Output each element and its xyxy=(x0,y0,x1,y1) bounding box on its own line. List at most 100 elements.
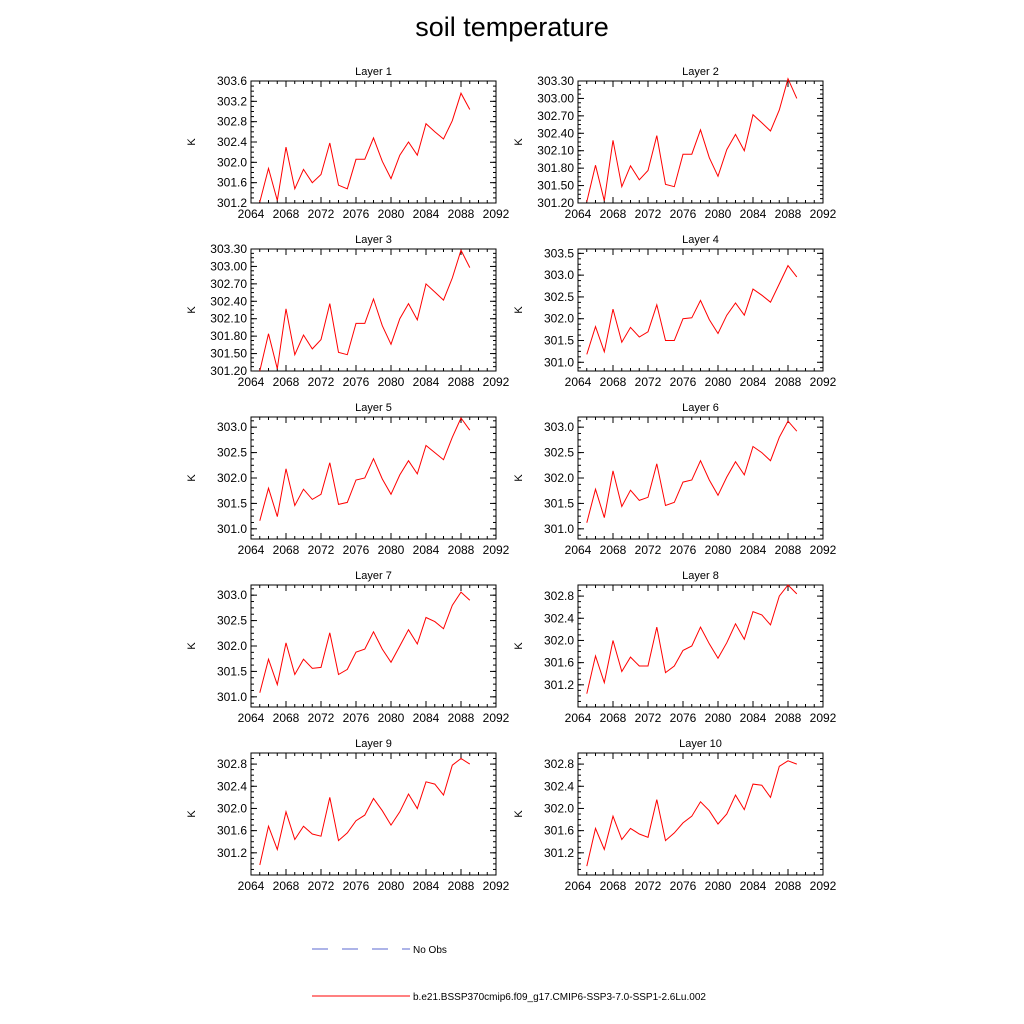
y-tick-label: 302.5 xyxy=(544,446,574,460)
panel-layer-1: Layer 1 K 301.2 301.6 302.0 302.4 302.8 303.2 30… xyxy=(186,66,510,221)
y-tick-label: 302.40 xyxy=(210,294,247,308)
y-tick-label: 303.00 xyxy=(210,259,247,273)
panel-layer-9: Layer 9 K 301.2 301.6 302.0 302.4 302.8 2064 206… xyxy=(186,738,510,893)
y-tick-label: 303.30 xyxy=(210,242,247,256)
x-tick-label: 2068 xyxy=(600,879,627,893)
x-tick-label: 2064 xyxy=(238,711,265,725)
panel-layer-2: Layer 2 K 301.20 301.50 301.80 302.10 302.40 30… xyxy=(513,66,837,221)
y-tick-label: 302.10 xyxy=(210,312,247,326)
y-tick-label: 302.0 xyxy=(217,155,247,169)
x-tick-label: 2084 xyxy=(740,207,767,221)
x-tick-label: 2072 xyxy=(635,711,662,725)
y-tick-label: 302.0 xyxy=(544,312,574,326)
x-tick-label: 2064 xyxy=(565,543,592,557)
y-tick-label: 301.6 xyxy=(217,824,247,838)
y-tick-label: 302.0 xyxy=(217,639,247,653)
y-tick-label: 301.5 xyxy=(217,664,247,678)
x-tick-label: 2080 xyxy=(705,879,732,893)
x-tick-label: 2072 xyxy=(635,207,662,221)
panel-title: Layer 1 xyxy=(355,66,392,78)
y-tick-label: 301.5 xyxy=(544,496,574,510)
plot-frame xyxy=(250,248,497,372)
y-tick-label: 301.80 xyxy=(210,329,247,343)
y-tick-label: 302.70 xyxy=(537,109,574,123)
x-tick-label: 2084 xyxy=(413,711,440,725)
x-tick-label: 2072 xyxy=(635,543,662,557)
plot-frame xyxy=(577,752,824,876)
panel-layer-8: Layer 8 K 301.2 301.6 302.0 302.4 302.8 2064 206… xyxy=(513,570,837,725)
x-tick-label: 2080 xyxy=(378,375,405,389)
y-tick-label: 302.8 xyxy=(544,589,574,603)
y-tick-label: 302.0 xyxy=(217,801,247,815)
y-tick-label: 302.5 xyxy=(544,290,574,304)
y-tick-label: 303.00 xyxy=(537,91,574,105)
legend-model-label: b.e21.BSSP370cmip6.f09_g17.CMIP6-SSP3-7.… xyxy=(413,992,706,1003)
y-tick-label: 302.4 xyxy=(217,779,247,793)
x-tick-label: 2076 xyxy=(670,207,697,221)
x-tick-label: 2076 xyxy=(343,375,370,389)
panel-layer-10: Layer 10 K 301.2 301.6 302.0 302.4 302.8 2064 20… xyxy=(513,738,837,893)
x-tick-label: 2088 xyxy=(775,711,802,725)
x-tick-label: 2084 xyxy=(413,543,440,557)
y-tick-label: 301.0 xyxy=(544,355,574,369)
y-tick-label: 301.5 xyxy=(217,496,247,510)
y-tick-label: 302.70 xyxy=(210,277,247,291)
x-tick-label: 2092 xyxy=(810,711,837,725)
y-axis-label: K xyxy=(513,306,525,314)
x-tick-label: 2072 xyxy=(308,543,335,557)
y-tick-label: 301.6 xyxy=(544,824,574,838)
panel-layer-7: Layer 7 K 301.0 301.5 302.0 302.5 303.0 2064 206… xyxy=(186,570,510,725)
y-tick-label: 302.8 xyxy=(217,757,247,771)
y-tick-label: 301.20 xyxy=(210,364,247,378)
x-tick-label: 2088 xyxy=(775,543,802,557)
x-tick-label: 2072 xyxy=(635,375,662,389)
x-tick-label: 2072 xyxy=(308,879,335,893)
y-axis-label: K xyxy=(186,474,198,482)
x-tick-label: 2084 xyxy=(740,543,767,557)
x-tick-label: 2084 xyxy=(413,879,440,893)
series-line xyxy=(586,77,798,202)
x-tick-label: 2080 xyxy=(705,207,732,221)
y-tick-label: 301.2 xyxy=(544,846,574,860)
y-tick-label: 301.0 xyxy=(217,522,247,536)
x-tick-label: 2092 xyxy=(810,543,837,557)
y-axis-label: K xyxy=(186,642,198,650)
x-tick-label: 2064 xyxy=(238,375,265,389)
x-tick-label: 2080 xyxy=(378,711,405,725)
y-tick-label: 302.10 xyxy=(537,144,574,158)
x-tick-label: 2092 xyxy=(810,375,837,389)
y-tick-label: 302.4 xyxy=(544,611,574,625)
x-tick-label: 2064 xyxy=(565,375,592,389)
x-tick-label: 2068 xyxy=(600,711,627,725)
series-line xyxy=(259,591,471,693)
x-tick-label: 2080 xyxy=(378,543,405,557)
y-tick-label: 302.8 xyxy=(544,757,574,771)
panel-title: Layer 8 xyxy=(682,570,719,582)
y-tick-label: 303.0 xyxy=(217,588,247,602)
x-tick-label: 2088 xyxy=(448,207,475,221)
series-line xyxy=(259,91,471,203)
y-axis-label: K xyxy=(513,474,525,482)
x-tick-label: 2068 xyxy=(273,879,300,893)
x-tick-label: 2064 xyxy=(565,711,592,725)
x-tick-label: 2080 xyxy=(378,207,405,221)
y-tick-label: 301.2 xyxy=(217,196,247,210)
x-tick-label: 2088 xyxy=(775,207,802,221)
x-tick-label: 2076 xyxy=(343,879,370,893)
x-tick-label: 2092 xyxy=(810,879,837,893)
y-tick-label: 302.40 xyxy=(537,126,574,140)
y-tick-label: 302.0 xyxy=(217,471,247,485)
x-tick-label: 2084 xyxy=(413,375,440,389)
series-line xyxy=(259,757,471,866)
y-tick-label: 302.4 xyxy=(217,135,247,149)
x-tick-label: 2064 xyxy=(238,207,265,221)
y-tick-label: 301.6 xyxy=(217,176,247,190)
legend: No Obs b.e21.BSSP370cmip6.f09_g17.CMIP6-… xyxy=(312,945,706,1003)
y-axis-label: K xyxy=(513,642,525,650)
y-tick-label: 301.20 xyxy=(537,196,574,210)
panel-layer-3: Layer 3 K 301.20 301.50 301.80 302.10 302.40 30… xyxy=(186,234,510,389)
x-tick-label: 2092 xyxy=(810,207,837,221)
y-tick-label: 301.50 xyxy=(210,347,247,361)
y-tick-label: 302.5 xyxy=(217,446,247,460)
x-tick-label: 2076 xyxy=(670,375,697,389)
